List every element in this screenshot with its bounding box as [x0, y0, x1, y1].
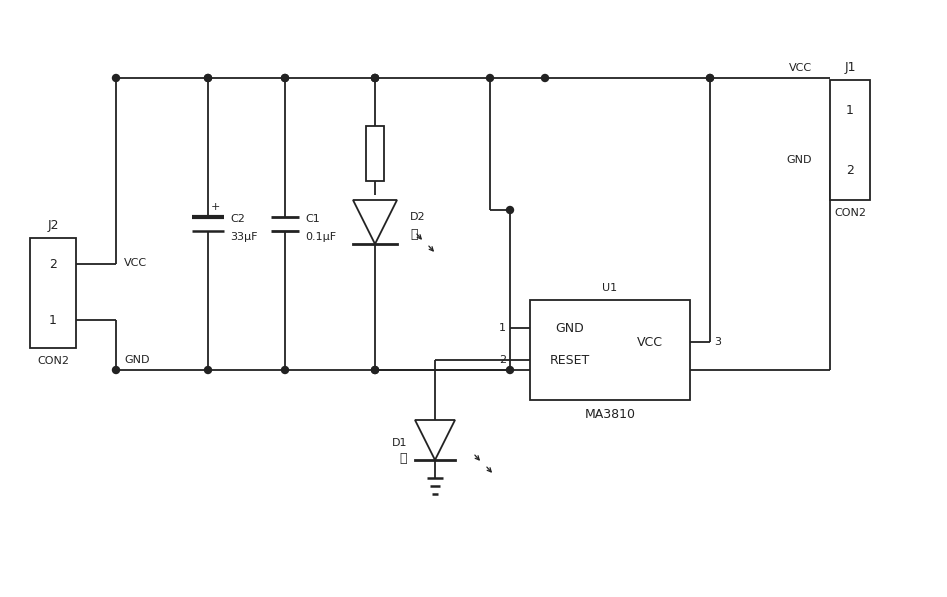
Text: C2: C2: [230, 214, 245, 224]
Text: MA3810: MA3810: [584, 408, 635, 420]
Text: VCC: VCC: [124, 258, 147, 268]
Text: D1: D1: [391, 438, 407, 448]
Circle shape: [371, 367, 379, 374]
Circle shape: [281, 75, 289, 82]
Circle shape: [487, 75, 493, 82]
Text: RESET: RESET: [550, 353, 590, 367]
Text: D2: D2: [410, 212, 425, 222]
Circle shape: [706, 75, 713, 82]
Circle shape: [205, 75, 211, 82]
Text: 2: 2: [499, 355, 506, 365]
Text: GND: GND: [787, 155, 812, 165]
Text: U1: U1: [602, 283, 617, 293]
Text: 2: 2: [49, 257, 57, 270]
Circle shape: [542, 75, 548, 82]
Bar: [530, 300, 690, 400]
Circle shape: [281, 75, 289, 82]
Text: CON2: CON2: [834, 208, 866, 218]
Circle shape: [205, 367, 211, 374]
Text: 0.1μF: 0.1μF: [305, 232, 336, 242]
Text: 2: 2: [846, 164, 854, 177]
Text: 红: 红: [400, 451, 407, 464]
Circle shape: [371, 75, 379, 82]
Bar: [830, 80, 870, 200]
Text: 1: 1: [499, 323, 506, 333]
Circle shape: [706, 75, 713, 82]
Text: VCC: VCC: [789, 63, 812, 73]
Bar: [30, 238, 76, 348]
Text: J2: J2: [47, 220, 59, 232]
Text: C1: C1: [305, 214, 320, 224]
Text: J1: J1: [844, 61, 856, 75]
Text: CON2: CON2: [37, 356, 69, 366]
Text: GND: GND: [124, 355, 150, 365]
Circle shape: [371, 75, 379, 82]
Text: GND: GND: [556, 322, 584, 334]
Text: 1: 1: [49, 313, 57, 327]
Circle shape: [113, 367, 119, 374]
Text: 绿: 绿: [410, 227, 418, 241]
Circle shape: [507, 367, 513, 374]
Circle shape: [371, 367, 379, 374]
Circle shape: [371, 75, 379, 82]
Circle shape: [113, 75, 119, 82]
Circle shape: [281, 367, 289, 374]
Text: VCC: VCC: [637, 336, 663, 349]
Circle shape: [507, 207, 513, 214]
Text: 3: 3: [714, 337, 721, 347]
Circle shape: [205, 75, 211, 82]
Text: +: +: [211, 202, 221, 212]
Bar: [366, 126, 384, 181]
Text: 1: 1: [846, 103, 854, 116]
Text: 33μF: 33μF: [230, 232, 258, 242]
